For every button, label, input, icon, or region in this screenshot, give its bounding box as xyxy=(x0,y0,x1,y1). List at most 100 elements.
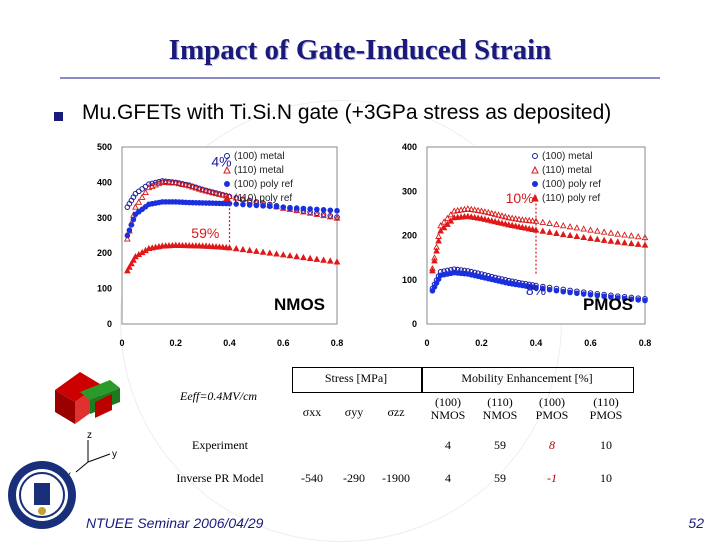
data-point xyxy=(280,204,287,210)
data-point xyxy=(574,290,580,297)
data-point xyxy=(529,217,536,224)
data-point xyxy=(189,183,196,190)
legend-label: (110) poly ref xyxy=(542,193,600,204)
data-point xyxy=(300,253,307,261)
data-point xyxy=(566,223,574,230)
annotation-label: 59% xyxy=(191,225,219,241)
data-point xyxy=(522,216,530,223)
data-point xyxy=(614,230,622,237)
eeff-label: Eeff=0.4MV/cm xyxy=(180,389,258,403)
data-point xyxy=(209,189,217,196)
data-point xyxy=(179,180,186,187)
x-tick-label: 0.6 xyxy=(277,338,290,348)
data-point xyxy=(313,255,321,262)
data-point xyxy=(614,295,621,301)
data-point xyxy=(158,178,166,185)
legend-marker xyxy=(532,181,538,187)
data-point xyxy=(467,205,475,212)
data-point xyxy=(300,205,307,212)
data-point xyxy=(444,220,451,227)
annotation-label: 10% xyxy=(506,190,534,206)
data-point xyxy=(146,181,152,187)
x-axis-line xyxy=(75,461,89,473)
university-seal-logo xyxy=(8,461,76,529)
data-point xyxy=(508,214,516,221)
y-tick-label: 300 xyxy=(97,213,112,223)
legend-marker xyxy=(531,165,539,174)
data-point xyxy=(491,218,499,225)
mobility-col-header: (100) NMOS xyxy=(430,395,466,422)
data-point xyxy=(594,292,601,299)
data-point xyxy=(553,229,560,236)
data-point xyxy=(233,201,240,207)
data-point xyxy=(600,236,608,243)
y-axis-label: y xyxy=(112,449,117,460)
data-point xyxy=(641,241,649,248)
data-point xyxy=(165,179,173,186)
data-point xyxy=(333,258,341,265)
data-point xyxy=(326,257,334,264)
data-point xyxy=(505,221,513,228)
data-point xyxy=(246,246,254,253)
data-point xyxy=(253,247,260,254)
data-point xyxy=(478,207,485,214)
legend-marker xyxy=(531,193,539,202)
data-point xyxy=(306,254,314,261)
data-point xyxy=(232,194,240,201)
data-point xyxy=(192,184,200,191)
seal-emblem xyxy=(34,483,50,505)
x-tick-label: 0.8 xyxy=(639,338,652,348)
data-point xyxy=(481,215,489,222)
x-tick-label: 0 xyxy=(424,338,429,348)
data-point xyxy=(484,216,492,223)
data-point xyxy=(621,295,628,302)
data-point xyxy=(464,205,472,212)
data-point xyxy=(495,218,502,226)
z-axis-label: z xyxy=(87,430,92,441)
data-point xyxy=(239,195,247,203)
data-point xyxy=(491,210,499,217)
data-point xyxy=(253,202,260,209)
mobility-header: Mobility Enhancement [%] xyxy=(461,371,593,385)
stress-header-box xyxy=(292,367,422,393)
data-point xyxy=(266,249,274,256)
data-point xyxy=(212,189,220,197)
seal-medallion xyxy=(38,507,46,515)
data-point xyxy=(525,225,533,232)
data-point xyxy=(532,217,540,224)
data-point xyxy=(202,187,210,194)
data-point xyxy=(273,250,280,257)
legend-marker xyxy=(223,165,231,174)
stress-value: -290 xyxy=(343,471,365,485)
data-point xyxy=(447,217,455,224)
data-point xyxy=(519,216,526,223)
x-tick-label: 0.8 xyxy=(331,338,344,348)
data-point xyxy=(614,238,622,245)
data-point xyxy=(593,227,601,234)
data-point xyxy=(326,213,334,220)
data-point xyxy=(481,208,489,215)
stress-value: -1900 xyxy=(382,471,410,485)
footer-text: NTUEE Seminar 2006/04/29 xyxy=(86,515,264,531)
mobility-col-header: (110) NMOS xyxy=(482,395,518,422)
data-point xyxy=(260,203,266,209)
data-point xyxy=(635,297,641,303)
data-point xyxy=(267,203,273,210)
x-tick-label: 0.4 xyxy=(530,338,543,348)
y-tick-label: 500 xyxy=(97,142,112,152)
data-point xyxy=(287,204,293,211)
data-point xyxy=(539,218,547,225)
y-tick-label: 100 xyxy=(97,284,112,294)
table-row-label: Experiment xyxy=(192,438,248,452)
legend-label: (110) metal xyxy=(234,165,284,176)
data-point xyxy=(185,182,193,189)
chart-title: PMOS xyxy=(583,295,633,314)
data-point xyxy=(124,232,131,239)
data-point xyxy=(124,267,131,274)
x-tick-label: 0.2 xyxy=(169,338,182,348)
data-point xyxy=(580,225,588,232)
x-tick-label: 0 xyxy=(119,338,124,348)
page-number: 52 xyxy=(688,515,704,531)
gate-structure-diagram: z y x xyxy=(55,372,120,481)
y-axis-line xyxy=(87,453,111,463)
